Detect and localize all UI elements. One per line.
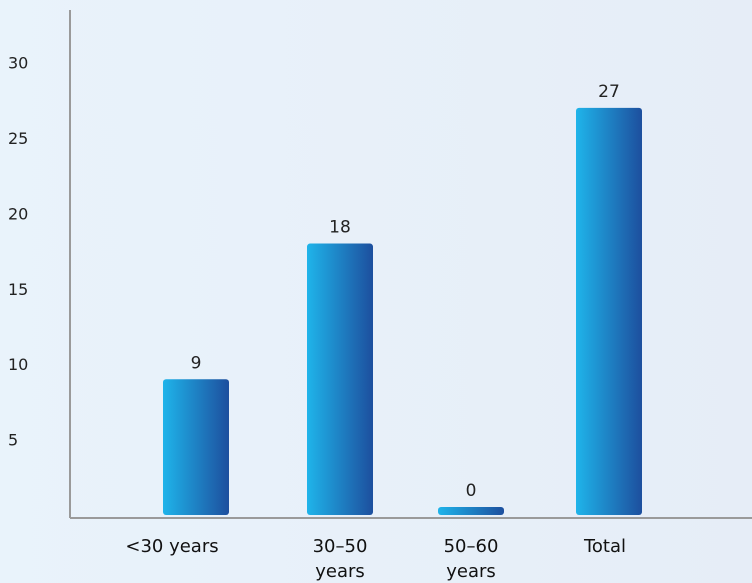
x-tick-label: years bbox=[446, 561, 496, 582]
bar bbox=[307, 243, 373, 515]
data-label: 9 bbox=[191, 353, 202, 373]
y-tick-label: 15 bbox=[8, 280, 28, 299]
bar bbox=[576, 107, 642, 515]
bar bbox=[438, 507, 504, 515]
x-tick-labels: <30 years 30–50 years 50–60 years Total bbox=[125, 536, 626, 582]
y-tick-label: 25 bbox=[8, 129, 28, 148]
y-tick-labels: 5 10 15 20 25 30 bbox=[8, 54, 28, 450]
x-tick-label: years bbox=[315, 561, 365, 582]
y-tick-label: 5 bbox=[8, 431, 18, 450]
data-label: 18 bbox=[329, 218, 351, 238]
y-tick-label: 20 bbox=[8, 204, 28, 223]
x-tick-label: Total bbox=[583, 536, 626, 557]
x-tick-label: 50–60 bbox=[444, 536, 499, 557]
data-label: 27 bbox=[598, 82, 620, 102]
y-tick-label: 10 bbox=[8, 355, 28, 374]
bar bbox=[163, 379, 229, 515]
x-tick-label: 30–50 bbox=[313, 536, 368, 557]
y-tick-label: 30 bbox=[8, 54, 28, 73]
x-tick-label: <30 years bbox=[125, 536, 218, 557]
data-labels: 9 18 0 27 bbox=[191, 82, 620, 501]
data-label: 0 bbox=[466, 481, 477, 501]
bars bbox=[163, 107, 642, 515]
